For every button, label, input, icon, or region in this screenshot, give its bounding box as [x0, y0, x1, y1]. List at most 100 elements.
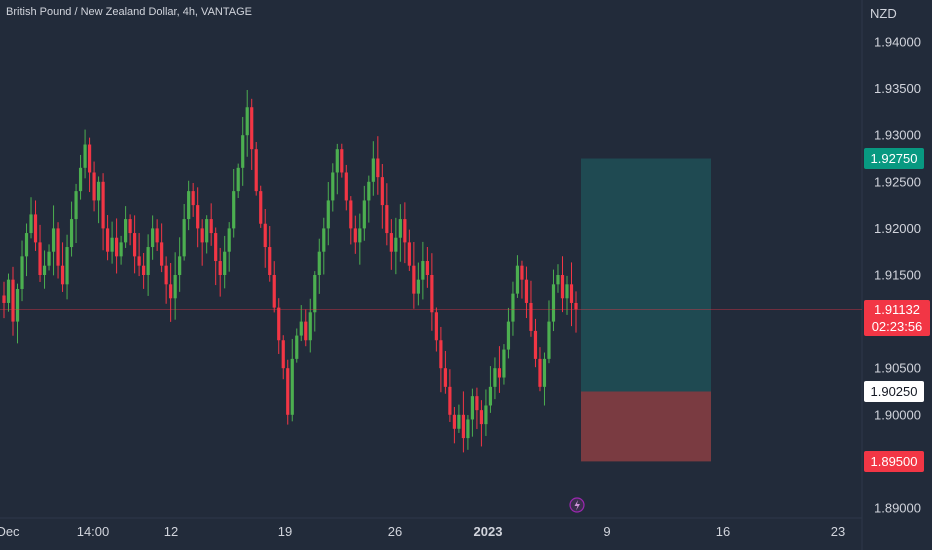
- candle-body: [569, 284, 574, 303]
- candle-body: [33, 214, 38, 243]
- candle-body: [443, 368, 447, 387]
- time-tick-label: 14:00: [77, 524, 110, 539]
- candle-body: [196, 205, 200, 229]
- candle-body: [538, 358, 542, 387]
- candle-body: [245, 107, 249, 136]
- candle-body: [218, 261, 222, 275]
- time-axis[interactable]: Dec 14:00 12 19 26 2023 9 16 23: [0, 524, 845, 539]
- profit-zone[interactable]: [581, 158, 711, 392]
- candle-body: [250, 107, 254, 150]
- candle-body: [133, 233, 137, 257]
- time-tick-label: 16: [716, 524, 730, 539]
- time-tick-label: 23: [831, 524, 845, 539]
- candle-body: [475, 396, 479, 411]
- price-tick-label: 1.93000: [874, 128, 921, 143]
- loss-zone[interactable]: [581, 391, 711, 462]
- candle-body: [430, 275, 434, 313]
- candle-body: [227, 228, 231, 252]
- candle-body: [277, 307, 281, 341]
- time-tick-label: 26: [388, 524, 402, 539]
- candle-body: [268, 247, 272, 275]
- candle-body: [51, 228, 56, 252]
- take-profit-label: 1.92750: [871, 151, 918, 166]
- candle-body: [29, 214, 33, 234]
- candle-body: [38, 242, 42, 275]
- candle-body: [524, 279, 529, 303]
- candle-body: [304, 321, 308, 341]
- price-tick-label: 1.90500: [874, 361, 921, 376]
- bar-countdown-label: 02:23:56: [872, 319, 923, 334]
- candle-body: [497, 368, 502, 378]
- time-tick-label: 19: [278, 524, 292, 539]
- candle-body: [11, 279, 15, 322]
- candle-body: [502, 349, 506, 378]
- candle-body: [308, 312, 312, 341]
- price-tick-label: 1.94000: [874, 35, 921, 50]
- candle-body: [403, 219, 407, 243]
- candle-body: [110, 237, 114, 252]
- candle-body: [164, 265, 168, 285]
- price-tick-label: 1.91500: [874, 268, 921, 283]
- candle-body: [511, 293, 515, 322]
- candle-body: [326, 200, 330, 229]
- candle-body: [412, 265, 416, 294]
- candle-body: [488, 386, 493, 406]
- candle-body: [542, 358, 547, 387]
- candle-body: [209, 219, 213, 234]
- candle-body: [56, 228, 60, 266]
- candle-body: [92, 172, 96, 201]
- long-position-tool[interactable]: [581, 158, 711, 462]
- price-tick-label: 1.90000: [874, 407, 921, 422]
- price-tick-label: 1.92000: [874, 221, 921, 236]
- candle-body: [322, 228, 326, 252]
- price-tick-label: 1.89000: [874, 501, 921, 516]
- candle-body: [42, 265, 47, 275]
- candle-body: [151, 228, 155, 248]
- time-tick-label: 2023: [474, 524, 503, 539]
- time-tick-label: Dec: [0, 524, 20, 539]
- candle-body: [286, 368, 290, 415]
- chart-title: British Pound / New Zealand Dollar, 4h, …: [6, 6, 252, 18]
- candle-body: [281, 340, 285, 369]
- candle-body: [367, 181, 371, 201]
- candle-body: [439, 340, 443, 369]
- candle-body: [520, 265, 524, 280]
- current-price-badge: 1.91132 02:23:56: [864, 300, 930, 336]
- events-marker[interactable]: [569, 497, 585, 513]
- candle-body: [335, 149, 339, 173]
- candle-body: [515, 265, 520, 294]
- candle-body: [169, 284, 173, 299]
- candle-body: [340, 149, 344, 173]
- candle-body: [416, 279, 420, 294]
- candle-body: [448, 386, 452, 415]
- candle-body: [155, 228, 159, 243]
- candles-layer: [2, 89, 578, 453]
- candle-body: [421, 261, 425, 280]
- candle-body: [299, 321, 303, 336]
- candle-body: [214, 233, 218, 262]
- candle-body: [425, 261, 429, 275]
- candle-body: [232, 191, 236, 229]
- candle-body: [74, 191, 78, 220]
- candle-body: [69, 219, 74, 248]
- price-tick-label: 1.92500: [874, 174, 921, 189]
- candle-body: [47, 251, 51, 266]
- candle-body: [394, 237, 398, 252]
- candle-body: [272, 275, 276, 308]
- candle-body: [78, 167, 83, 192]
- candle-body: [533, 330, 538, 359]
- candle-body: [2, 295, 6, 303]
- candle-body: [187, 191, 191, 220]
- candle-body: [254, 149, 258, 192]
- candle-body: [20, 256, 24, 289]
- candle-body: [353, 228, 357, 243]
- candle-body: [178, 256, 182, 275]
- candle-body: [200, 228, 204, 243]
- candle-body: [574, 302, 578, 310]
- candle-body: [376, 158, 380, 178]
- price-axis[interactable]: 1.94000 1.93500 1.93000 1.92500 1.92000 1.915…: [874, 35, 921, 516]
- candle-body: [547, 321, 551, 359]
- candle-body: [236, 167, 240, 192]
- candle-body: [398, 219, 402, 238]
